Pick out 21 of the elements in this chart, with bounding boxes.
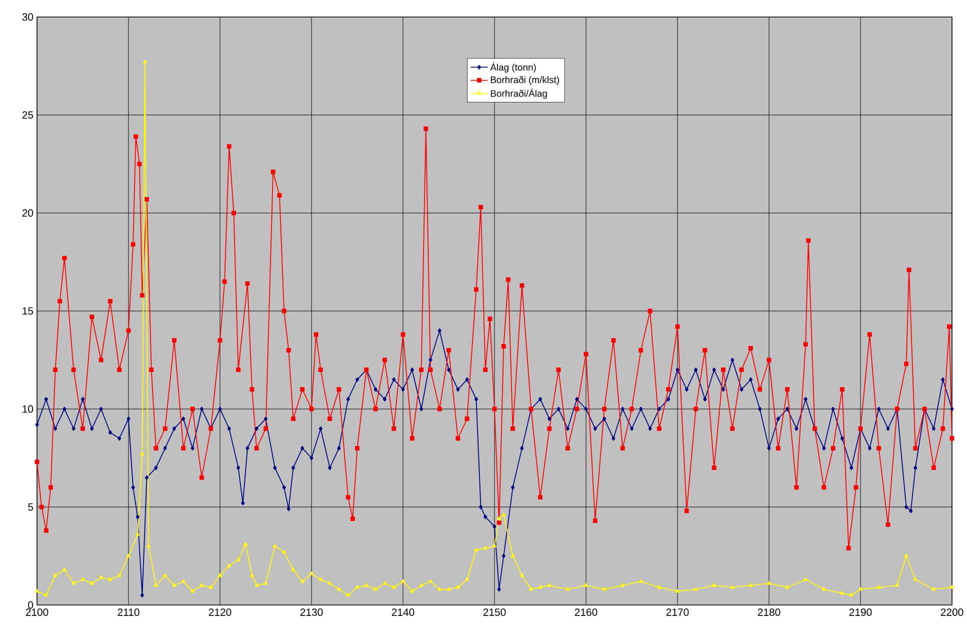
y-tick-label: 25: [22, 111, 34, 119]
x-tick-label: 2160: [574, 608, 598, 616]
y-tick-label: 20: [22, 209, 34, 217]
x-tick-label: 2170: [666, 608, 689, 616]
y-tick-label: 30: [22, 13, 34, 21]
x-tick-label: 2200: [940, 608, 964, 616]
x-tick-label: 2180: [758, 608, 780, 616]
legend-label: Álag (tonn): [490, 62, 536, 73]
y-tick-label: 0: [28, 601, 34, 609]
y-tick-label: 10: [22, 405, 34, 413]
x-tick-label: 2100: [26, 608, 48, 616]
legend-label: Borhraði (m/klst): [490, 76, 559, 85]
legend-label: Borhraði/Álag: [490, 88, 547, 99]
x-tick-label: 2190: [849, 608, 872, 616]
x-tick-label: 2130: [300, 608, 323, 616]
x-tick-label: 2150: [483, 608, 506, 616]
y-tick-label: 5: [28, 503, 34, 511]
y-tick-label: 15: [22, 307, 34, 315]
x-tick-label: 2140: [392, 608, 414, 616]
x-tick-label: 2120: [208, 608, 232, 616]
x-tick-label: 2110: [118, 608, 140, 616]
